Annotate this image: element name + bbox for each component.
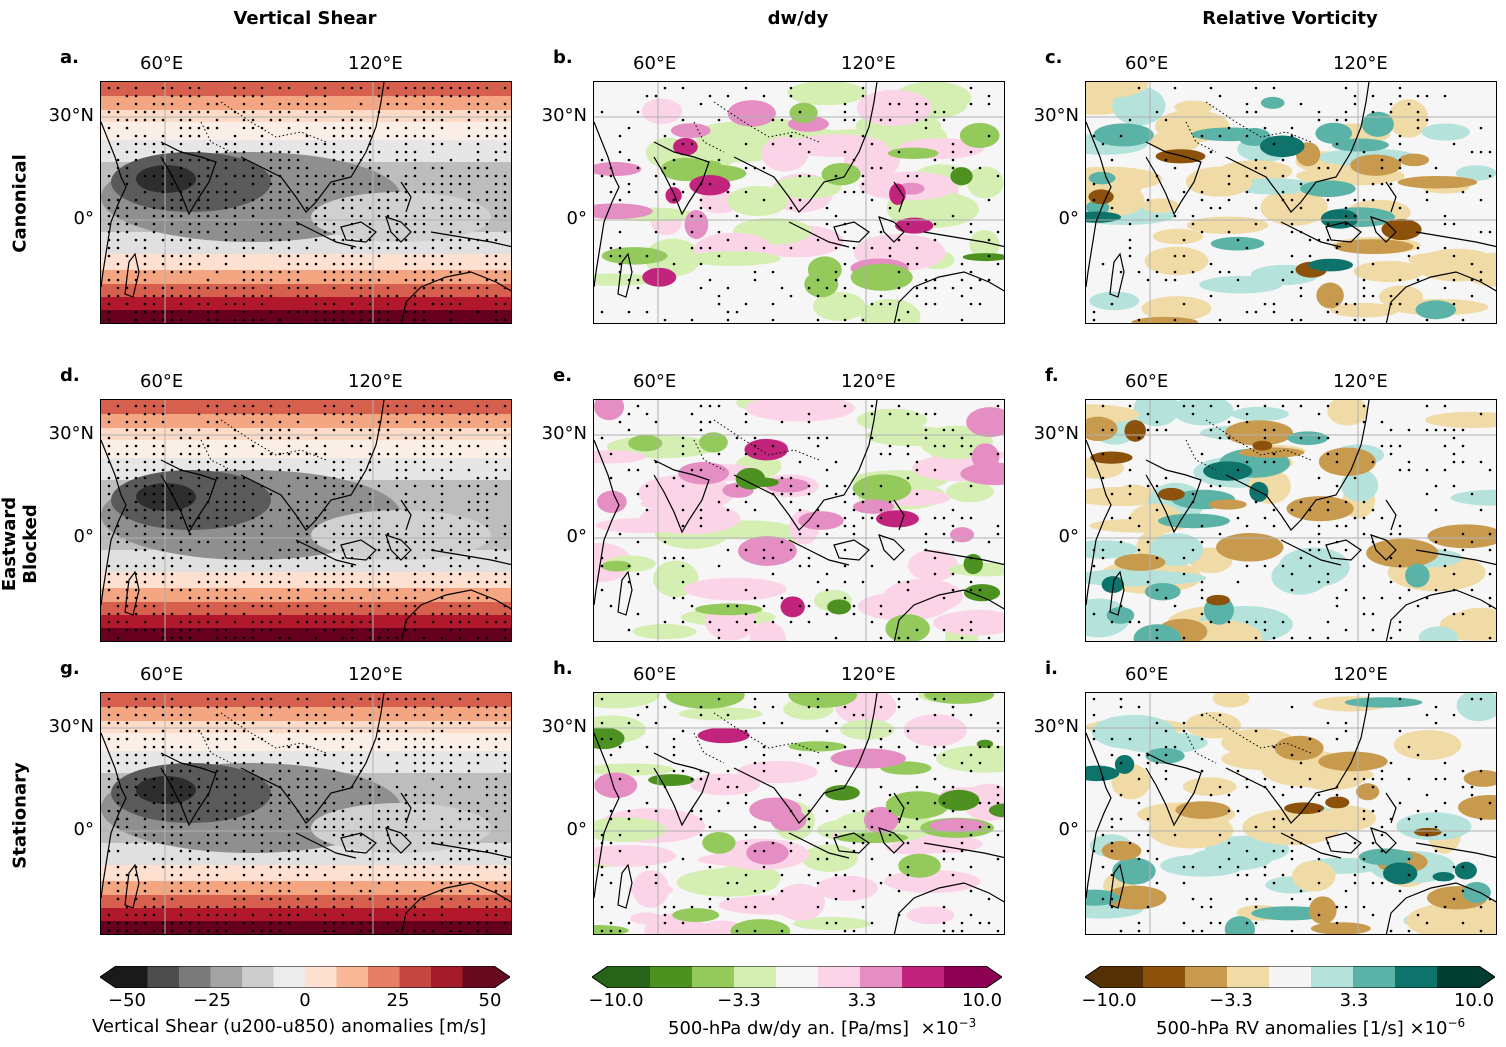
panel-a-lat2-label: 0° [73, 208, 94, 229]
panel-b-lat1-label: 30°N [541, 105, 587, 126]
cbar-rv-multiplier: ×10 [1409, 1018, 1448, 1039]
panel-f-lat2-label: 0° [1058, 526, 1079, 547]
colorbar-rv-gradient [1084, 965, 1496, 989]
panel-c-lat2-label: 0° [1058, 208, 1079, 229]
cbar-rv-label: 500-hPa RV anomalies [1/s] ×10−6 [1156, 1016, 1465, 1039]
cbar-rv-tick-2: −3.3 [1209, 990, 1253, 1011]
panel-e-lon1-label: 60°E [633, 371, 677, 392]
cbar-dwdy-tick-3: 3.3 [847, 990, 877, 1011]
colorbar-dwdy [591, 965, 1003, 989]
cbar-rv-exponent: −6 [1447, 1016, 1466, 1030]
cbar-rv-tick-3: 3.3 [1339, 990, 1369, 1011]
panel-d-lat1-label: 30°N [48, 423, 94, 444]
map-panel-b [593, 81, 1005, 324]
panel-label-e: e. [553, 365, 573, 386]
map-panel-d-plot [101, 400, 511, 641]
cbar-shear-label: Vertical Shear (u200-u850) anomalies [m/… [92, 1016, 487, 1037]
map-panel-h-plot [594, 693, 1004, 934]
panel-d-lon2-label: 120°E [348, 371, 403, 392]
map-panel-i-plot [1086, 693, 1496, 934]
cbar-shear-tick-4: 25 [386, 990, 410, 1011]
cbar-dwdy-multiplier: ×10 [920, 1018, 959, 1039]
panel-h-lon2-label: 120°E [841, 664, 896, 685]
cbar-shear-tick-5: 50 [478, 990, 502, 1011]
panel-i-lat2-label: 0° [1058, 819, 1079, 840]
cbar-dwdy-tick-1: −10.0 [588, 990, 644, 1011]
panel-b-lon1-label: 60°E [633, 53, 677, 74]
panel-e-lat1-label: 30°N [541, 423, 587, 444]
panel-b-lon2-label: 120°E [841, 53, 896, 74]
cbar-rv-tick-4: 10.0 [1453, 990, 1495, 1011]
map-panel-c [1085, 81, 1497, 324]
panel-h-lat2-label: 0° [566, 819, 587, 840]
colorbar-shear [99, 965, 511, 989]
column-title-dwdy: dw/dy [767, 8, 829, 29]
map-panel-d [100, 399, 512, 642]
panel-d-lon1-label: 60°E [140, 371, 184, 392]
panel-f-lon2-label: 120°E [1333, 371, 1388, 392]
panel-h-lat1-label: 30°N [541, 716, 587, 737]
cbar-dwdy-tick-4: 10.0 [961, 990, 1003, 1011]
panel-c-lon1-label: 60°E [1125, 53, 1169, 74]
column-title-rv: Relative Vorticity [1202, 8, 1378, 29]
panel-i-lon2-label: 120°E [1333, 664, 1388, 685]
map-panel-f-plot [1086, 400, 1496, 641]
map-panel-h [593, 692, 1005, 935]
panel-g-lat2-label: 0° [73, 819, 94, 840]
panel-c-lon2-label: 120°E [1333, 53, 1388, 74]
map-panel-i [1085, 692, 1497, 935]
row-title-canonical: Canonical [9, 154, 31, 253]
colorbar-shear-gradient [99, 965, 511, 989]
panel-d-lat2-label: 0° [73, 526, 94, 547]
panel-f-lon1-label: 60°E [1125, 371, 1169, 392]
panel-label-h: h. [553, 658, 573, 679]
cbar-rv-label-text: 500-hPa RV anomalies [1/s] [1156, 1018, 1404, 1039]
panel-label-b: b. [553, 47, 573, 68]
map-panel-e-plot [594, 400, 1004, 641]
cbar-dwdy-label: 500-hPa dw/dy an. [Pa/ms] ×10−3 [668, 1016, 976, 1039]
panel-g-lat1-label: 30°N [48, 716, 94, 737]
cbar-shear-tick-3: 0 [299, 990, 311, 1011]
panel-label-g: g. [60, 658, 80, 679]
panel-c-lat1-label: 30°N [1033, 105, 1079, 126]
panel-b-lat2-label: 0° [566, 208, 587, 229]
map-panel-b-plot [594, 82, 1004, 323]
cbar-dwdy-exponent: −3 [958, 1016, 977, 1030]
map-panel-f [1085, 399, 1497, 642]
cbar-dwdy-label-text: 500-hPa dw/dy an. [Pa/ms] [668, 1018, 910, 1039]
row-title-stationary: Stationary [9, 762, 31, 869]
panel-label-a: a. [60, 47, 79, 68]
panel-label-d: d. [60, 365, 80, 386]
cbar-rv-tick-1: −10.0 [1081, 990, 1137, 1011]
panel-g-lon1-label: 60°E [140, 664, 184, 685]
colorbar-dwdy-gradient [591, 965, 1003, 989]
column-title-shear: Vertical Shear [233, 8, 377, 29]
colorbar-rv [1084, 965, 1496, 989]
panel-i-lon1-label: 60°E [1125, 664, 1169, 685]
map-panel-g-plot [101, 693, 511, 934]
panel-e-lat2-label: 0° [566, 526, 587, 547]
panel-i-lat1-label: 30°N [1033, 716, 1079, 737]
map-panel-a-plot [101, 82, 511, 323]
panel-a-lat1-label: 30°N [48, 105, 94, 126]
map-panel-c-plot [1086, 82, 1496, 323]
panel-a-lon2-label: 120°E [348, 53, 403, 74]
panel-a-lon1-label: 60°E [140, 53, 184, 74]
map-panel-a [100, 81, 512, 324]
cbar-dwdy-tick-2: −3.3 [717, 990, 761, 1011]
cbar-shear-tick-1: −50 [108, 990, 146, 1011]
map-panel-e [593, 399, 1005, 642]
panel-h-lon1-label: 60°E [633, 664, 677, 685]
panel-label-i: i. [1045, 658, 1059, 679]
panel-label-f: f. [1045, 365, 1059, 386]
panel-g-lon2-label: 120°E [348, 664, 403, 685]
map-panel-g [100, 692, 512, 935]
panel-label-c: c. [1045, 47, 1063, 68]
cbar-shear-tick-2: −25 [193, 990, 231, 1011]
panel-f-lat1-label: 30°N [1033, 423, 1079, 444]
panel-e-lon2-label: 120°E [841, 371, 896, 392]
